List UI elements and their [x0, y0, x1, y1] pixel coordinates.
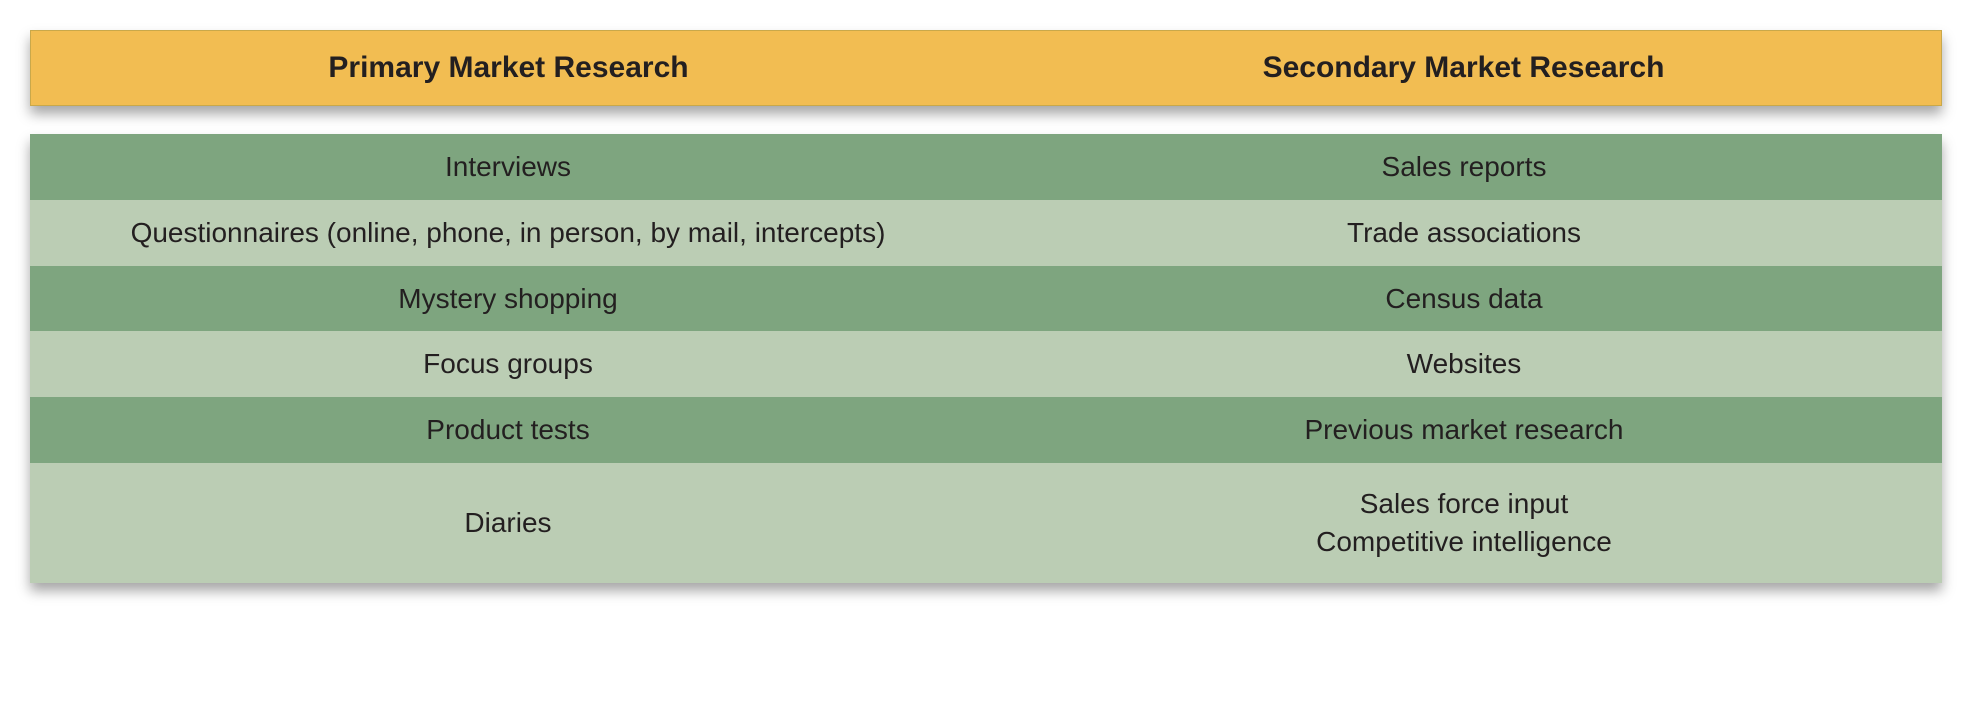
cell-text: Sales force input [1360, 485, 1569, 523]
primary-cell: Mystery shopping [30, 266, 986, 332]
secondary-cell: Sales force inputCompetitive intelligenc… [986, 463, 1942, 583]
table-body: Interviews Sales reports Questionnaires (o… [30, 134, 1942, 583]
market-research-table: Primary Market Research Secondary Market… [30, 30, 1942, 583]
primary-cell: Interviews [30, 134, 986, 200]
table-row: Questionnaires (online, phone, in person… [30, 200, 1942, 266]
cell-text: Previous market research [1304, 411, 1623, 449]
cell-text: Focus groups [423, 345, 593, 383]
table-header: Primary Market Research Secondary Market… [30, 30, 1942, 106]
cell-text: Sales reports [1382, 148, 1547, 186]
primary-cell: Product tests [30, 397, 986, 463]
secondary-cell: Websites [986, 331, 1942, 397]
header-primary: Primary Market Research [31, 31, 986, 105]
table-row: Focus groups Websites [30, 331, 1942, 397]
cell-text: Mystery shopping [398, 280, 617, 318]
cell-text: Diaries [464, 504, 551, 542]
header-secondary: Secondary Market Research [986, 31, 1941, 105]
cell-text: Product tests [426, 411, 589, 449]
cell-text: Census data [1385, 280, 1542, 318]
secondary-cell: Sales reports [986, 134, 1942, 200]
primary-cell: Focus groups [30, 331, 986, 397]
cell-text: Questionnaires (online, phone, in person… [131, 214, 886, 252]
cell-text: Interviews [445, 148, 571, 186]
table-row: Product tests Previous market research [30, 397, 1942, 463]
secondary-cell: Census data [986, 266, 1942, 332]
cell-text: Competitive intelligence [1316, 523, 1612, 561]
cell-text: Trade associations [1347, 214, 1581, 252]
primary-cell: Diaries [30, 463, 986, 583]
cell-text: Websites [1407, 345, 1522, 383]
table-row: Interviews Sales reports [30, 134, 1942, 200]
table-row: Mystery shopping Census data [30, 266, 1942, 332]
primary-cell: Questionnaires (online, phone, in person… [30, 200, 986, 266]
secondary-cell: Trade associations [986, 200, 1942, 266]
table-row: Diaries Sales force inputCompetitive inte… [30, 463, 1942, 583]
secondary-cell: Previous market research [986, 397, 1942, 463]
